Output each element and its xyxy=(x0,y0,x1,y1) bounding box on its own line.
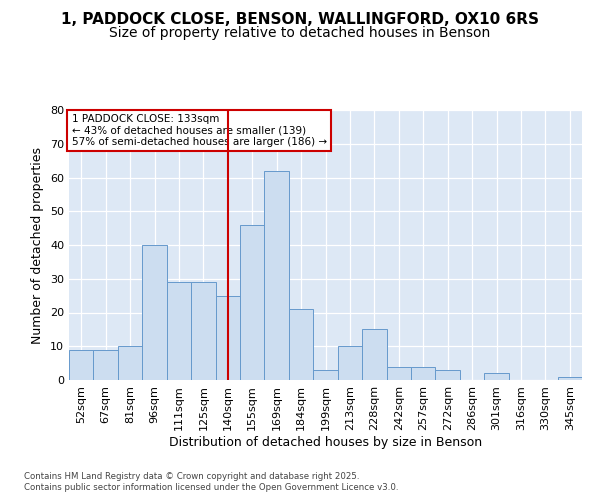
Bar xyxy=(94,350,118,380)
Bar xyxy=(411,366,436,380)
Bar xyxy=(338,346,362,380)
Bar xyxy=(167,282,191,380)
Bar xyxy=(215,296,240,380)
Bar xyxy=(436,370,460,380)
Text: Size of property relative to detached houses in Benson: Size of property relative to detached ho… xyxy=(109,26,491,40)
X-axis label: Distribution of detached houses by size in Benson: Distribution of detached houses by size … xyxy=(169,436,482,448)
Text: Contains HM Land Registry data © Crown copyright and database right 2025.: Contains HM Land Registry data © Crown c… xyxy=(24,472,359,481)
Text: Contains public sector information licensed under the Open Government Licence v3: Contains public sector information licen… xyxy=(24,484,398,492)
Bar xyxy=(142,245,167,380)
Y-axis label: Number of detached properties: Number of detached properties xyxy=(31,146,44,344)
Bar xyxy=(191,282,215,380)
Bar xyxy=(313,370,338,380)
Text: 1 PADDOCK CLOSE: 133sqm
← 43% of detached houses are smaller (139)
57% of semi-d: 1 PADDOCK CLOSE: 133sqm ← 43% of detache… xyxy=(71,114,326,147)
Bar xyxy=(484,373,509,380)
Text: 1, PADDOCK CLOSE, BENSON, WALLINGFORD, OX10 6RS: 1, PADDOCK CLOSE, BENSON, WALLINGFORD, O… xyxy=(61,12,539,28)
Bar xyxy=(265,171,289,380)
Bar xyxy=(240,225,265,380)
Bar xyxy=(118,346,142,380)
Bar xyxy=(362,330,386,380)
Bar xyxy=(386,366,411,380)
Bar xyxy=(69,350,94,380)
Bar xyxy=(289,309,313,380)
Bar xyxy=(557,376,582,380)
